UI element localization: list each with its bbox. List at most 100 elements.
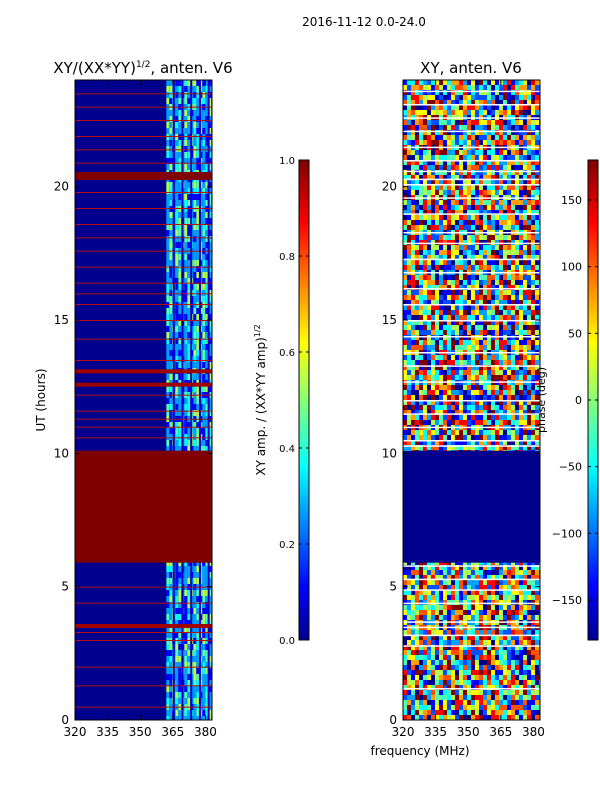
heatmap-cell	[169, 350, 172, 356]
heatmap-cell	[193, 326, 196, 332]
heatmap-cell	[511, 405, 515, 410]
heatmap-cell	[511, 110, 515, 115]
heatmap-cell	[431, 165, 435, 170]
heatmap-cell	[479, 310, 483, 315]
heatmap-cell	[403, 85, 407, 90]
heatmap-cell	[166, 572, 169, 578]
heatmap-cell	[175, 590, 178, 596]
heatmap-cell	[411, 265, 415, 270]
heatmap-cell	[175, 710, 178, 716]
heatmap-cell	[175, 374, 178, 380]
heatmap-cell	[178, 362, 181, 368]
heatmap-cell	[463, 135, 467, 140]
heatmap-cell	[499, 110, 503, 115]
heatmap-cell	[196, 428, 199, 434]
heatmap-cell	[463, 435, 467, 440]
heatmap-cell	[511, 345, 515, 350]
heatmap-cell	[187, 716, 190, 722]
heatmap-cell	[202, 80, 205, 86]
heatmap-cell	[503, 330, 507, 335]
heatmap-line	[75, 369, 212, 373]
heatmap-cell	[202, 296, 205, 302]
heatmap-cell	[519, 95, 523, 100]
heatmap-cell	[527, 375, 531, 380]
heatmap-cell	[178, 260, 181, 266]
heatmap-cell	[166, 92, 169, 98]
heatmap-cell	[455, 415, 459, 420]
heatmap-cell	[483, 85, 487, 90]
heatmap-cell	[503, 275, 507, 280]
heatmap-line	[75, 304, 212, 305]
heatmap-cell	[427, 290, 431, 295]
heatmap-cell	[193, 200, 196, 206]
heatmap-cell	[479, 420, 483, 425]
heatmap-cell	[169, 614, 172, 620]
heatmap-cell	[487, 105, 491, 110]
heatmap-cell	[411, 105, 415, 110]
heatmap-cell	[487, 120, 491, 125]
heatmap-cell	[193, 92, 196, 98]
heatmap-cell	[515, 265, 519, 270]
heatmap-cell	[175, 440, 178, 446]
heatmap-cell	[411, 80, 415, 85]
heatmap-cell	[459, 275, 463, 280]
heatmap-cell	[519, 185, 523, 190]
heatmap-cell	[175, 110, 178, 116]
heatmap-cell	[459, 185, 463, 190]
heatmap-cell	[455, 420, 459, 425]
heatmap-cell	[495, 390, 499, 395]
heatmap-cell	[411, 305, 415, 310]
heatmap-cell	[439, 250, 443, 255]
heatmap-cell	[196, 608, 199, 614]
heatmap-cell	[467, 125, 471, 130]
heatmap-cell	[511, 220, 515, 225]
heatmap-cell	[175, 428, 178, 434]
heatmap-cell	[202, 686, 205, 692]
heatmap-cell	[443, 125, 447, 130]
heatmap-cell	[187, 182, 190, 188]
heatmap-cell	[511, 215, 515, 220]
heatmap-cell	[435, 150, 439, 155]
heatmap-cell	[415, 415, 419, 420]
heatmap-cell	[495, 360, 499, 365]
heatmap-cell	[531, 245, 535, 250]
heatmap-cell	[451, 225, 455, 230]
heatmap-cell	[475, 390, 479, 395]
heatmap-cell	[411, 190, 415, 195]
heatmap-cell	[423, 405, 427, 410]
heatmap-cell	[483, 155, 487, 160]
heatmap-cell	[503, 260, 507, 265]
heatmap-cell	[202, 650, 205, 656]
heatmap-cell	[523, 265, 527, 270]
heatmap-cell	[431, 135, 435, 140]
heatmap-cell	[455, 360, 459, 365]
heatmap-cell	[519, 280, 523, 285]
heatmap-cell	[459, 345, 463, 350]
heatmap-cell	[443, 105, 447, 110]
heatmap-cell	[407, 435, 411, 440]
heatmap-cell	[523, 395, 527, 400]
heatmap-cell	[459, 250, 463, 255]
heatmap-cell	[407, 345, 411, 350]
heatmap-cell	[415, 125, 419, 130]
heatmap-cell	[531, 250, 535, 255]
heatmap-cell	[447, 345, 451, 350]
heatmap-cell	[523, 430, 527, 435]
heatmap-cell	[427, 165, 431, 170]
heatmap-cell	[483, 330, 487, 335]
heatmap-line	[75, 603, 212, 604]
heatmap-cell	[178, 440, 181, 446]
heatmap-cell	[427, 295, 431, 300]
heatmap-cell	[503, 280, 507, 285]
heatmap-cell	[467, 370, 471, 375]
heatmap-cell	[175, 80, 178, 86]
heatmap-cell	[193, 332, 196, 338]
heatmap-cell	[178, 326, 181, 332]
heatmap-cell	[459, 295, 463, 300]
heatmap-cell	[175, 404, 178, 410]
heatmap-cell	[459, 420, 463, 425]
heatmap-cell	[187, 296, 190, 302]
heatmap-cell	[463, 360, 467, 365]
heatmap-cell	[467, 325, 471, 330]
heatmap-cell	[175, 572, 178, 578]
